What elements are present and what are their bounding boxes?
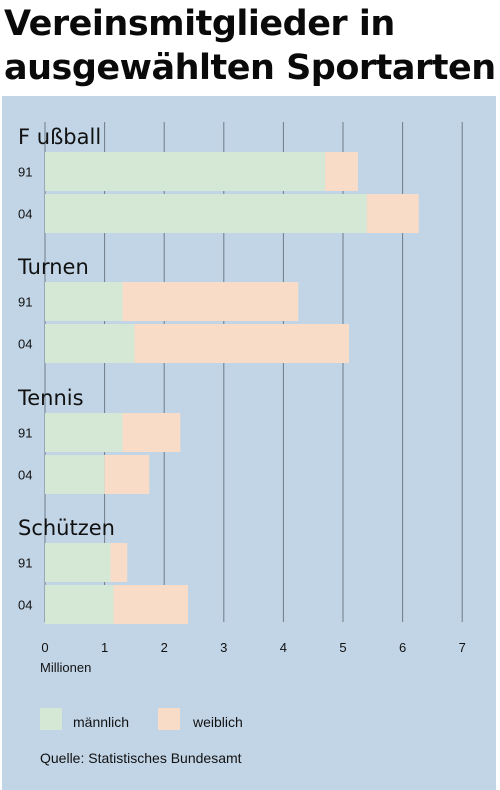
year-label: 04	[18, 207, 32, 222]
x-tick-label: 0	[41, 640, 48, 655]
bar-weiblich	[110, 543, 128, 582]
x-tick-label: 1	[101, 640, 108, 655]
bar-maennlich	[45, 324, 135, 363]
x-tick-label: 3	[220, 640, 227, 655]
bar-weiblich	[122, 413, 181, 452]
bars	[45, 152, 419, 624]
x-tick-label: 2	[161, 640, 168, 655]
bar-maennlich	[45, 543, 111, 582]
category-label-2: Tennis	[17, 386, 84, 410]
category-label-0: F ußball	[18, 125, 101, 149]
x-tick-label: 6	[399, 640, 406, 655]
bar-maennlich	[45, 585, 114, 624]
year-label: 91	[18, 556, 32, 571]
year-label: 91	[18, 165, 32, 180]
bar-maennlich	[45, 194, 367, 233]
source-note: Quelle: Statistisches Bundesamt	[40, 750, 242, 766]
labels: 0 1 2 3 4 5 6 7 F ußball 91 04 Turnen 91 04 Tennis 91 04…	[17, 125, 466, 655]
legend-swatch-weiblich	[158, 708, 180, 730]
bar-weiblich	[325, 152, 358, 191]
x-axis-label: Millionen	[40, 660, 91, 675]
year-label: 91	[18, 426, 32, 441]
legend-swatch-maennlich	[40, 708, 62, 730]
category-label-3: Schützen	[18, 516, 115, 540]
legend-label-maennlich: männlich	[73, 714, 129, 730]
year-label: 04	[18, 337, 32, 352]
bar-weiblich	[104, 455, 150, 494]
bar-maennlich	[45, 282, 123, 321]
x-tick-label: 7	[459, 640, 466, 655]
legend-label-weiblich: weiblich	[192, 714, 243, 730]
category-label-1: Turnen	[17, 255, 89, 279]
x-tick-label: 4	[280, 640, 287, 655]
year-label: 91	[18, 295, 32, 310]
bar-weiblich	[134, 324, 349, 363]
bar-weiblich	[122, 282, 299, 321]
chart-title: Vereinsmitglieder in ausgewählten Sporta…	[4, 4, 496, 88]
bar-weiblich	[113, 585, 189, 624]
bar-maennlich	[45, 455, 105, 494]
bar-maennlich	[45, 152, 326, 191]
bar-maennlich	[45, 413, 123, 452]
year-label: 04	[18, 598, 32, 613]
year-label: 04	[18, 468, 32, 483]
bar-weiblich	[366, 194, 419, 233]
x-tick-label: 5	[339, 640, 346, 655]
